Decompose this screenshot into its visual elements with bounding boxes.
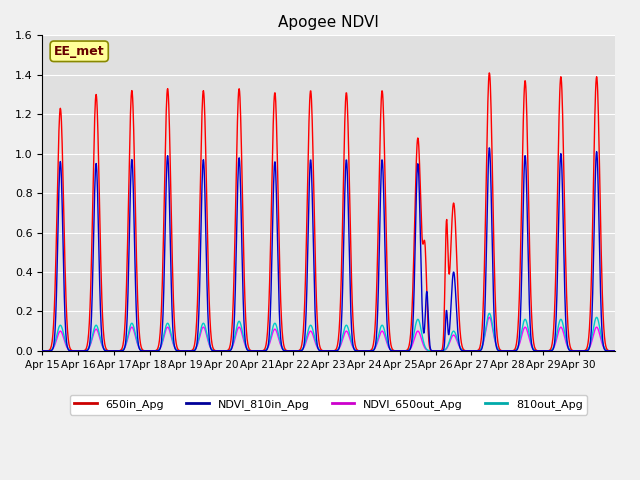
Legend: 650in_Apg, NDVI_810in_Apg, NDVI_650out_Apg, 810out_Apg: 650in_Apg, NDVI_810in_Apg, NDVI_650out_A… xyxy=(70,395,587,415)
Title: Apogee NDVI: Apogee NDVI xyxy=(278,15,379,30)
Text: EE_met: EE_met xyxy=(54,45,104,58)
